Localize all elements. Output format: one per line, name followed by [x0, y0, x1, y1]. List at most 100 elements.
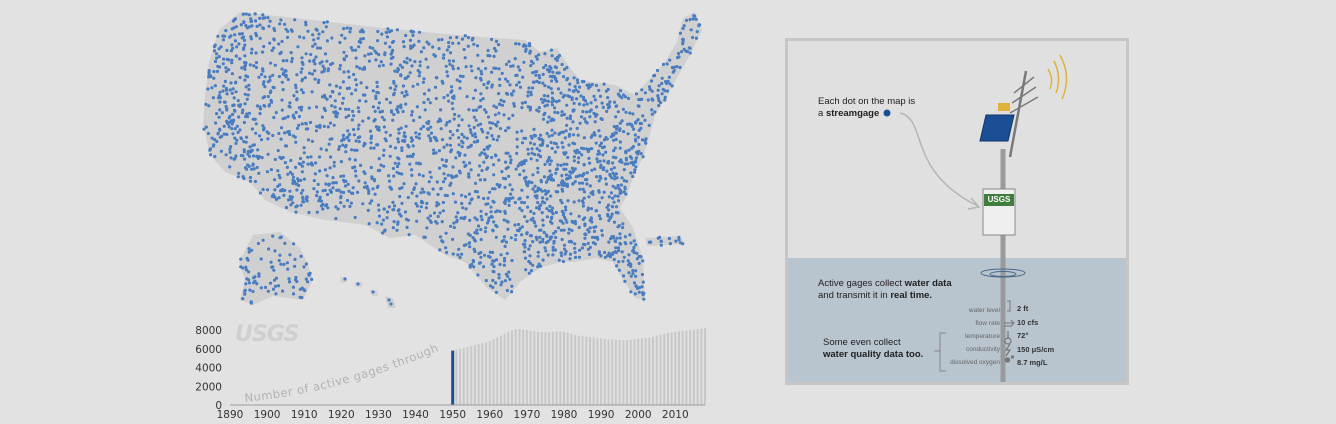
- streamgage-dot: [575, 97, 579, 101]
- streamgage-dot: [549, 194, 553, 198]
- streamgage-dot: [395, 28, 399, 32]
- streamgage-dot: [693, 14, 697, 18]
- conductivity-icon: [1004, 343, 1012, 357]
- streamgage-dot: [220, 134, 224, 139]
- streamgage-dot: [549, 216, 554, 221]
- us-streamgage-map[interactable]: [195, 0, 720, 330]
- streamgage-dot: [563, 215, 567, 219]
- streamgage-dot: [557, 99, 561, 103]
- streamgage-dot: [632, 281, 637, 285]
- streamgage-dot: [629, 241, 633, 245]
- streamgage-dot: [222, 124, 226, 128]
- streamgage-dot: [392, 81, 396, 85]
- chart-bar: [644, 338, 647, 405]
- streamgage-dot: [658, 235, 662, 239]
- streamgage-dot: [614, 172, 618, 176]
- streamgage-dot: [291, 113, 295, 117]
- streamgage-dot: [414, 131, 418, 135]
- streamgage-dot: [283, 241, 287, 245]
- streamgage-dot: [635, 257, 639, 261]
- streamgage-dot: [325, 97, 329, 101]
- streamgage-dot: [395, 107, 399, 111]
- streamgage-dot: [550, 96, 554, 100]
- streamgage-dot: [388, 101, 392, 105]
- streamgage-dot: [486, 48, 490, 53]
- streamgage-dot: [375, 185, 379, 189]
- streamgage-dot: [525, 195, 530, 199]
- streamgage-dot: [325, 39, 329, 43]
- streamgage-dot: [502, 259, 507, 263]
- streamgage-dot: [348, 30, 352, 34]
- streamgage-dot: [415, 204, 419, 208]
- streamgage-dot: [313, 62, 317, 66]
- streamgage-dot: [290, 195, 294, 199]
- streamgage-dot: [560, 174, 564, 178]
- streamgage-dot: [663, 95, 667, 99]
- streamgage-dot: [602, 138, 607, 142]
- streamgage-dot: [627, 253, 631, 257]
- streamgage-dot: [388, 144, 393, 148]
- streamgage-dot: [581, 181, 585, 185]
- streamgage-dot: [659, 243, 663, 247]
- streamgage-dot: [417, 173, 421, 177]
- streamgage-dot: [445, 48, 449, 52]
- streamgage-dot: [332, 160, 336, 164]
- streamgage-dot: [532, 80, 536, 84]
- chart-bar: [544, 332, 547, 405]
- streamgage-dot: [268, 78, 272, 82]
- streamgage-dot: [281, 289, 285, 293]
- chart-bar: [459, 348, 462, 406]
- streamgage-dot: [592, 131, 596, 135]
- streamgage-dot: [300, 164, 304, 168]
- streamgage-dot: [324, 25, 328, 29]
- streamgage-dot: [611, 184, 615, 188]
- chart-bar: [603, 338, 606, 405]
- streamgage-dot: [616, 199, 621, 203]
- streamgage-dot: [270, 48, 274, 53]
- streamgage-dot: [249, 51, 254, 55]
- streamgage-dot: [523, 242, 527, 246]
- streamgage-dot: [681, 242, 685, 246]
- streamgage-dot: [259, 286, 263, 290]
- streamgage-dot: [330, 104, 334, 108]
- streamgage-dot: [571, 133, 576, 137]
- streamgage-dot: [230, 122, 234, 126]
- streamgage-dot: [585, 83, 589, 87]
- streamgage-dot: [231, 132, 235, 136]
- streamgage-dot: [450, 101, 454, 105]
- streamgage-dot: [543, 99, 548, 103]
- streamgage-dot: [368, 201, 372, 205]
- streamgage-dot: [446, 173, 450, 177]
- streamgage-dot: [624, 242, 628, 246]
- streamgage-dot: [322, 21, 326, 25]
- streamgage-dot: [595, 235, 599, 239]
- streamgage-dot: [261, 187, 265, 192]
- streamgage-dot: [640, 272, 644, 277]
- streamgage-dot: [301, 91, 305, 95]
- streamgage-dot: [513, 238, 518, 242]
- streamgage-dot: [247, 87, 251, 91]
- streamgage-dot: [337, 92, 341, 96]
- streamgage-dot: [369, 52, 373, 56]
- streamgage-dot: [581, 242, 586, 246]
- streamgage-dot: [252, 167, 256, 171]
- streamgage-dot: [425, 40, 429, 44]
- streamgage-dot: [643, 91, 647, 95]
- streamgage-dot: [448, 36, 452, 40]
- streamgage-dot: [529, 234, 533, 238]
- streamgage-dot: [244, 265, 248, 269]
- streamgage-dot: [571, 182, 575, 186]
- streamgage-dot: [255, 154, 259, 158]
- streamgage-dot: [380, 115, 384, 119]
- streamgage-dot: [388, 30, 392, 34]
- streamgage-dot: [255, 165, 259, 170]
- streamgage-dot: [653, 110, 657, 114]
- streamgage-dot: [626, 96, 631, 100]
- streamgage-dot: [397, 171, 401, 176]
- streamgage-dot: [607, 102, 611, 106]
- streamgage-dot: [272, 38, 276, 42]
- streamgage-dot: [402, 134, 406, 138]
- streamgage-dot: [569, 239, 573, 243]
- streamgage-dot: [312, 59, 316, 63]
- streamgage-dot: [261, 124, 265, 128]
